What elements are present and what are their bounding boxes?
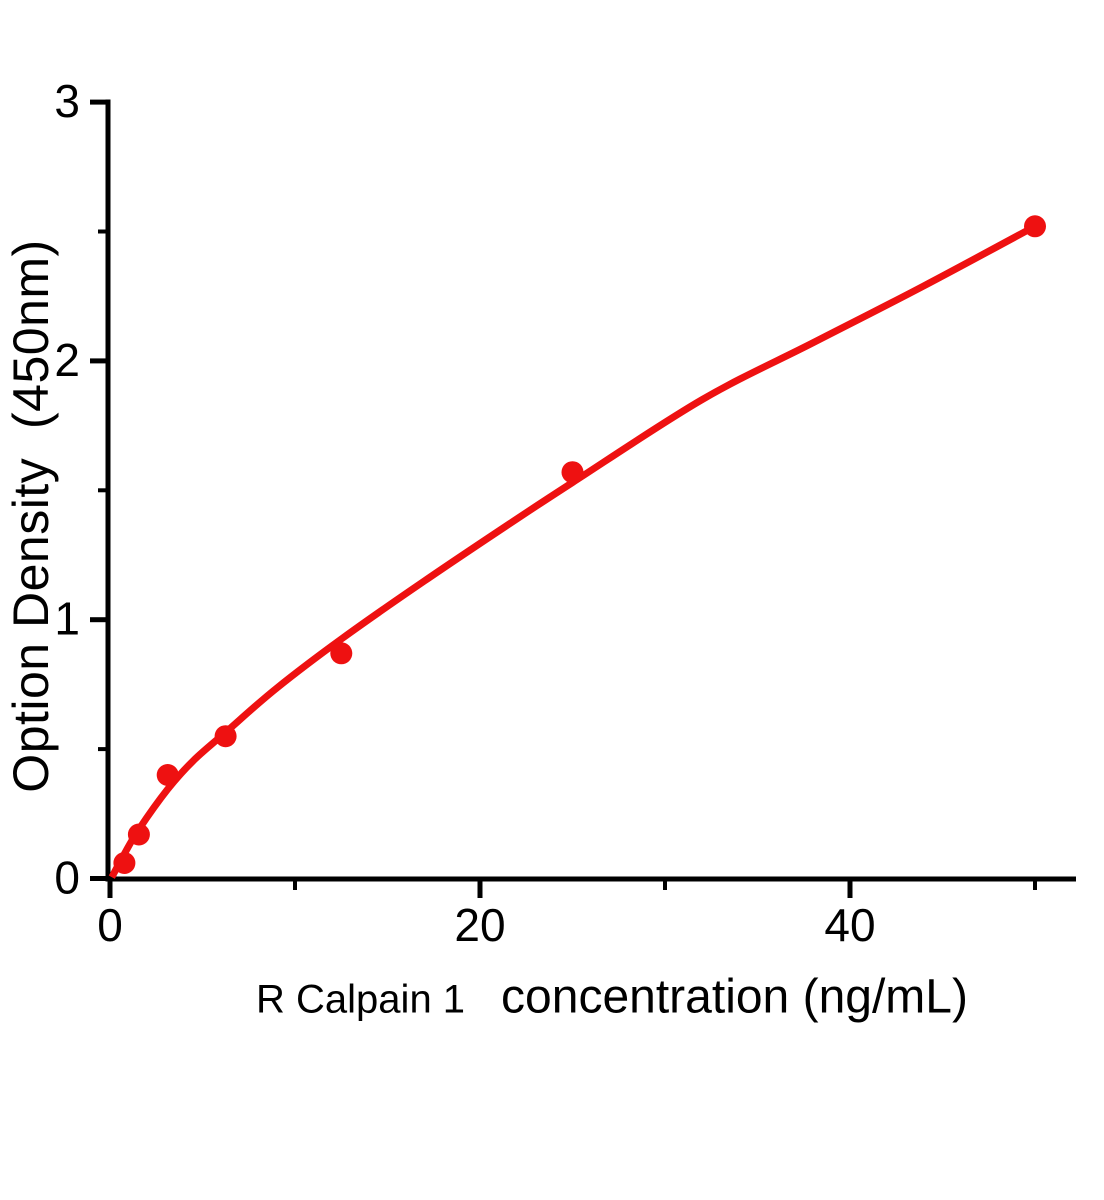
axes-spine — [105, 99, 1076, 882]
x-tick-label: 20 — [454, 899, 505, 951]
data-point — [156, 764, 179, 786]
data-point — [561, 461, 584, 484]
data-point — [214, 725, 237, 748]
y-tick-label: 2 — [54, 334, 80, 386]
data-point — [127, 823, 150, 846]
data-point — [113, 852, 136, 874]
x-axis-title-analyte: R Calpain 1 — [256, 977, 466, 1022]
y-tick-label: 3 — [54, 75, 80, 127]
x-tick-label: 40 — [824, 899, 875, 951]
data-point — [330, 642, 353, 665]
y-axis-title: Option Density (450nm) — [3, 239, 59, 793]
y-tick-label: 1 — [54, 593, 80, 645]
y-tick-label: 0 — [54, 852, 80, 904]
x-tick-label: 0 — [97, 899, 123, 951]
data-point — [1024, 215, 1046, 238]
fit-curve — [108, 223, 1037, 879]
x-axis-title-units: concentration (ng/mL) — [501, 970, 968, 1024]
x-axis-title: R Calpain 1 concentration (ng/mL) — [256, 970, 968, 1025]
